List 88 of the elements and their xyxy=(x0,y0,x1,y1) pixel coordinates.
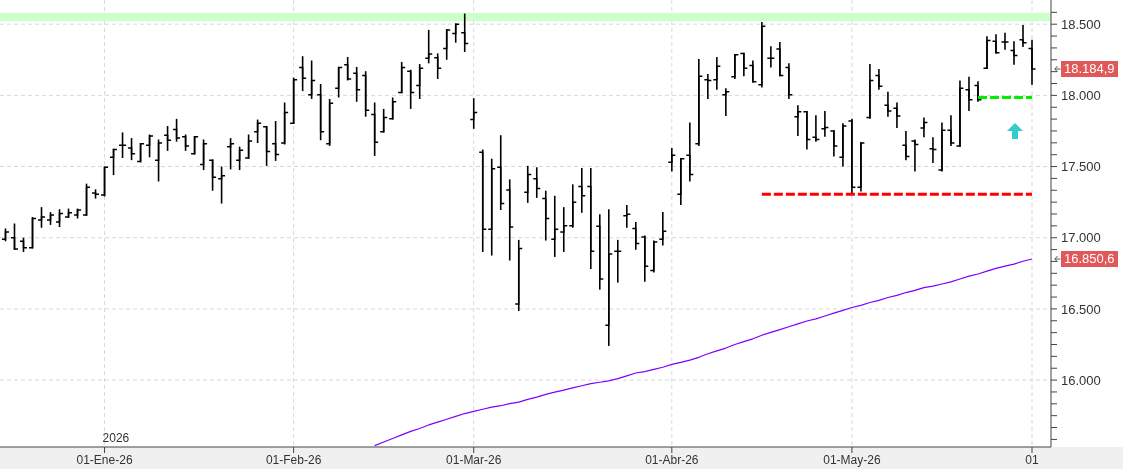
candlestick xyxy=(388,96,397,121)
candlestick xyxy=(235,145,244,171)
x-tick-label: 01-Abr-26 xyxy=(645,452,699,467)
candlestick xyxy=(1009,40,1019,66)
candlestick xyxy=(712,56,722,91)
candlestick xyxy=(424,29,433,65)
candlestick xyxy=(280,101,289,146)
y-tick-label: 16.000 xyxy=(1061,372,1101,388)
candlestick xyxy=(676,157,686,206)
y-tick-label: 18.000 xyxy=(1061,88,1101,104)
candlestick xyxy=(532,166,541,199)
candlestick xyxy=(901,130,911,161)
candlestick xyxy=(190,135,199,156)
candlestick xyxy=(145,133,154,159)
candlestick xyxy=(919,116,929,139)
candlestick xyxy=(559,206,569,253)
candlestick xyxy=(253,118,262,144)
candlestick xyxy=(757,21,767,89)
candlestick xyxy=(442,28,451,61)
candlestick xyxy=(829,129,839,158)
candlestick xyxy=(379,108,388,134)
candlestick xyxy=(838,122,848,168)
candlestick xyxy=(892,101,902,129)
candlestick xyxy=(793,104,803,137)
candlestick xyxy=(667,147,677,173)
candlestick xyxy=(415,63,424,100)
candlestick xyxy=(631,221,641,251)
candlestick xyxy=(883,91,893,118)
candlestick xyxy=(649,239,659,274)
candlestick xyxy=(469,97,478,130)
candlestick xyxy=(523,165,532,204)
candlestick xyxy=(748,59,758,84)
candlestick xyxy=(487,157,496,257)
candlestick xyxy=(550,194,560,258)
candlestick xyxy=(928,136,938,164)
y-tick-label: 18.500 xyxy=(1061,16,1101,32)
candlestick xyxy=(865,63,875,120)
candlestick xyxy=(568,183,578,229)
x-tick-label: 01-May-26 xyxy=(823,452,881,467)
candlestick xyxy=(1027,39,1037,86)
line-series xyxy=(374,258,1033,447)
candlestick xyxy=(946,114,956,147)
candlestick xyxy=(289,76,298,125)
candlestick xyxy=(604,208,614,347)
candlestick xyxy=(199,138,208,171)
x-tick-label: 01 xyxy=(1025,452,1039,467)
candlestick xyxy=(1018,24,1028,48)
candlestick xyxy=(136,142,145,164)
candlestick xyxy=(109,147,118,176)
x-tick-label: 01-Feb-26 xyxy=(265,452,322,467)
candlestick xyxy=(334,66,343,99)
x-tick-label: 01-Ene-26 xyxy=(76,452,133,467)
candlestick xyxy=(307,59,316,100)
y-tick-label: 17.000 xyxy=(1061,230,1101,246)
candlestick xyxy=(397,61,406,95)
candlestick xyxy=(514,239,523,312)
x-tick-label: 01-Mar-26 xyxy=(446,452,502,467)
y-tick-label: 16.500 xyxy=(1061,301,1101,317)
candlestick xyxy=(82,182,91,217)
candlestick xyxy=(874,68,884,91)
candlestick xyxy=(658,211,668,247)
candlestick xyxy=(226,137,235,171)
text: 16.850,6 xyxy=(1061,251,1118,267)
text: 18.184,9 xyxy=(1061,61,1118,78)
candlestick xyxy=(955,79,965,148)
candlestick xyxy=(982,35,992,70)
candlestick xyxy=(28,216,37,250)
y-tick-label: 17.500 xyxy=(1061,159,1101,175)
candlestick xyxy=(451,22,460,44)
candlestick xyxy=(910,138,920,173)
candlestick xyxy=(577,167,587,214)
candlestick xyxy=(541,189,551,242)
candlestick xyxy=(163,125,172,152)
candlestick xyxy=(37,206,46,229)
candlestick xyxy=(937,121,947,173)
candlestick xyxy=(325,98,334,147)
annotation: 2026 xyxy=(102,431,130,445)
candlestick xyxy=(100,165,109,198)
candlestick xyxy=(856,141,866,193)
candlestick xyxy=(244,133,253,160)
candlestick xyxy=(721,87,731,117)
candlestick xyxy=(973,80,983,103)
candlestick xyxy=(154,138,163,183)
candlestick xyxy=(685,121,695,183)
candlestick xyxy=(694,58,704,147)
candlestick xyxy=(964,76,974,112)
candlestick xyxy=(217,165,226,205)
candlestick xyxy=(730,53,740,80)
